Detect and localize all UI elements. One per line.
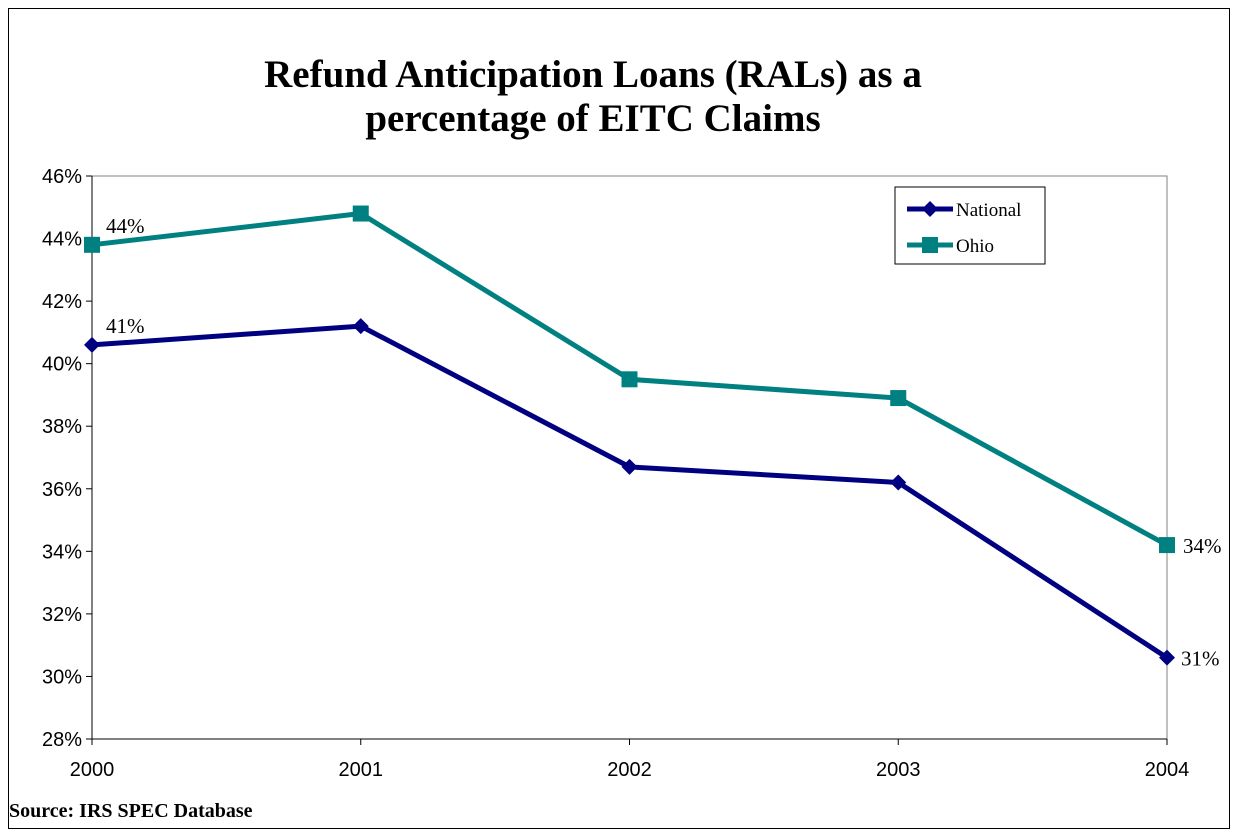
x-tick-label: 2000 xyxy=(70,759,115,781)
legend-item-national: National xyxy=(907,200,1021,221)
y-tick-label: 32% xyxy=(42,604,82,626)
legend-label-ohio: Ohio xyxy=(956,236,994,257)
data-label-national: 41% xyxy=(106,314,145,338)
data-point-national xyxy=(621,458,638,475)
chart-title: Refund Anticipation Loans (RALs) as a pe… xyxy=(264,53,922,140)
y-tick-label: 36% xyxy=(42,479,82,501)
y-tick-label: 42% xyxy=(42,291,82,313)
y-tick-label: 38% xyxy=(42,416,82,438)
plot-area xyxy=(91,175,1168,740)
data-point-ohio xyxy=(84,236,100,253)
y-tick-label: 30% xyxy=(42,666,82,688)
data-point-ohio xyxy=(1159,537,1175,554)
data-label-national: 31% xyxy=(1181,647,1220,671)
y-tick-label: 46% xyxy=(42,166,82,188)
y-tick-label: 34% xyxy=(42,541,82,563)
legend-item-ohio: Ohio xyxy=(907,236,994,257)
chart-frame: Refund Anticipation Loans (RALs) as a pe… xyxy=(8,8,1230,829)
y-tick-label: 40% xyxy=(42,354,82,376)
data-point-national xyxy=(890,474,907,491)
chart-title-line-1: Refund Anticipation Loans (RALs) as a xyxy=(264,53,922,96)
data-point-ohio xyxy=(352,205,369,222)
y-tick-label: 44% xyxy=(42,229,82,251)
line-chart: Refund Anticipation Loans (RALs) as a pe… xyxy=(9,53,1222,822)
data-labels: 41% 31% 44% 34% xyxy=(106,214,1222,671)
axes: 28% 30% 32% 34% 36% 38% 40% 42% 44% 46% 2000 2001 20… xyxy=(42,166,1189,781)
y-tick-label: 28% xyxy=(42,729,82,751)
data-point-national xyxy=(84,336,100,353)
data-point-national xyxy=(352,318,369,335)
x-tick-label: 2004 xyxy=(1145,759,1190,781)
data-point-ohio xyxy=(621,371,638,388)
legend-marker-national xyxy=(922,201,938,217)
x-tick-label: 2002 xyxy=(607,759,652,781)
legend: National Ohio xyxy=(894,186,1046,265)
data-point-ohio xyxy=(890,390,907,407)
legend-box xyxy=(894,186,1046,265)
source-note: Source: IRS SPEC Database xyxy=(9,800,253,822)
legend-marker-ohio xyxy=(922,237,938,253)
chart-title-line-2: percentage of EITC Claims xyxy=(365,97,820,140)
data-point-national xyxy=(1159,649,1175,666)
legend-label-national: National xyxy=(956,200,1021,221)
series-ohio xyxy=(84,205,1175,554)
series-layer xyxy=(84,205,1175,666)
data-label-ohio: 44% xyxy=(106,214,145,238)
x-tick-label: 2001 xyxy=(339,759,384,781)
x-tick-label: 2003 xyxy=(876,759,921,781)
series-national xyxy=(84,318,1175,666)
data-label-ohio: 34% xyxy=(1183,534,1222,558)
